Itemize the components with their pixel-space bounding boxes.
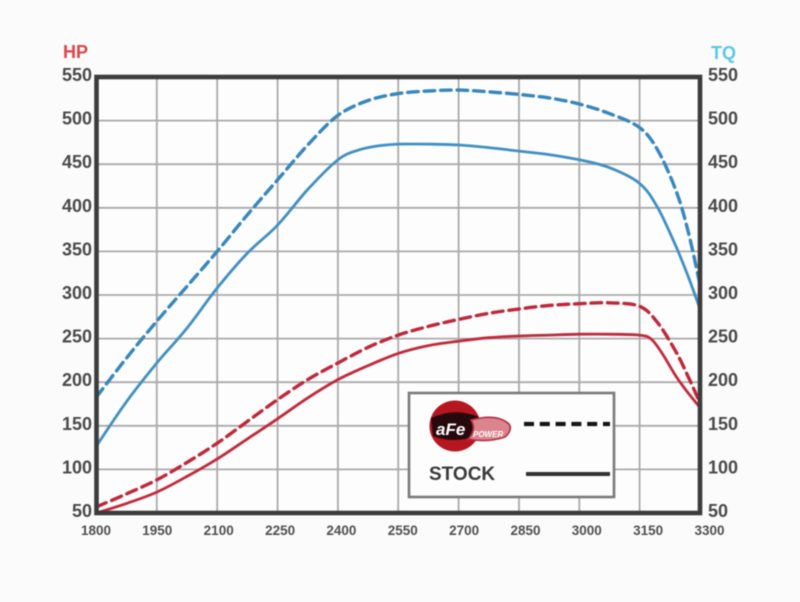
svg-text:2550: 2550 [388,523,418,538]
svg-text:200: 200 [62,370,92,390]
svg-text:2400: 2400 [326,523,356,538]
svg-text:3150: 3150 [633,523,663,538]
svg-text:POWER: POWER [473,430,503,439]
svg-text:500: 500 [708,109,738,129]
svg-text:HP: HP [63,42,88,62]
svg-text:1800: 1800 [81,523,111,538]
svg-text:100: 100 [62,457,92,477]
svg-text:550: 550 [708,65,738,85]
svg-text:350: 350 [62,239,92,259]
svg-text:100: 100 [708,457,738,477]
svg-text:2250: 2250 [265,523,295,538]
svg-text:150: 150 [62,414,92,434]
svg-text:STOCK: STOCK [429,464,495,485]
svg-text:TQ: TQ [711,43,736,63]
svg-text:450: 450 [62,152,92,172]
svg-text:2850: 2850 [510,523,540,538]
svg-text:200: 200 [708,370,738,390]
svg-text:250: 250 [62,327,92,347]
svg-text:300: 300 [708,283,738,303]
svg-text:150: 150 [708,414,738,434]
svg-text:2100: 2100 [204,523,234,538]
svg-text:3300: 3300 [694,523,724,538]
svg-text:2700: 2700 [449,523,479,538]
svg-text:3000: 3000 [572,523,602,538]
svg-text:300: 300 [62,283,92,303]
svg-text:50: 50 [708,501,728,521]
svg-text:550: 550 [62,65,92,85]
svg-text:1950: 1950 [142,523,172,538]
svg-text:450: 450 [708,152,738,172]
svg-text:250: 250 [708,327,738,347]
svg-text:50: 50 [72,501,92,521]
svg-text:350: 350 [708,239,738,259]
svg-text:400: 400 [62,196,92,216]
svg-text:aFe: aFe [436,420,465,439]
svg-text:500: 500 [62,109,92,129]
svg-text:400: 400 [708,196,738,216]
